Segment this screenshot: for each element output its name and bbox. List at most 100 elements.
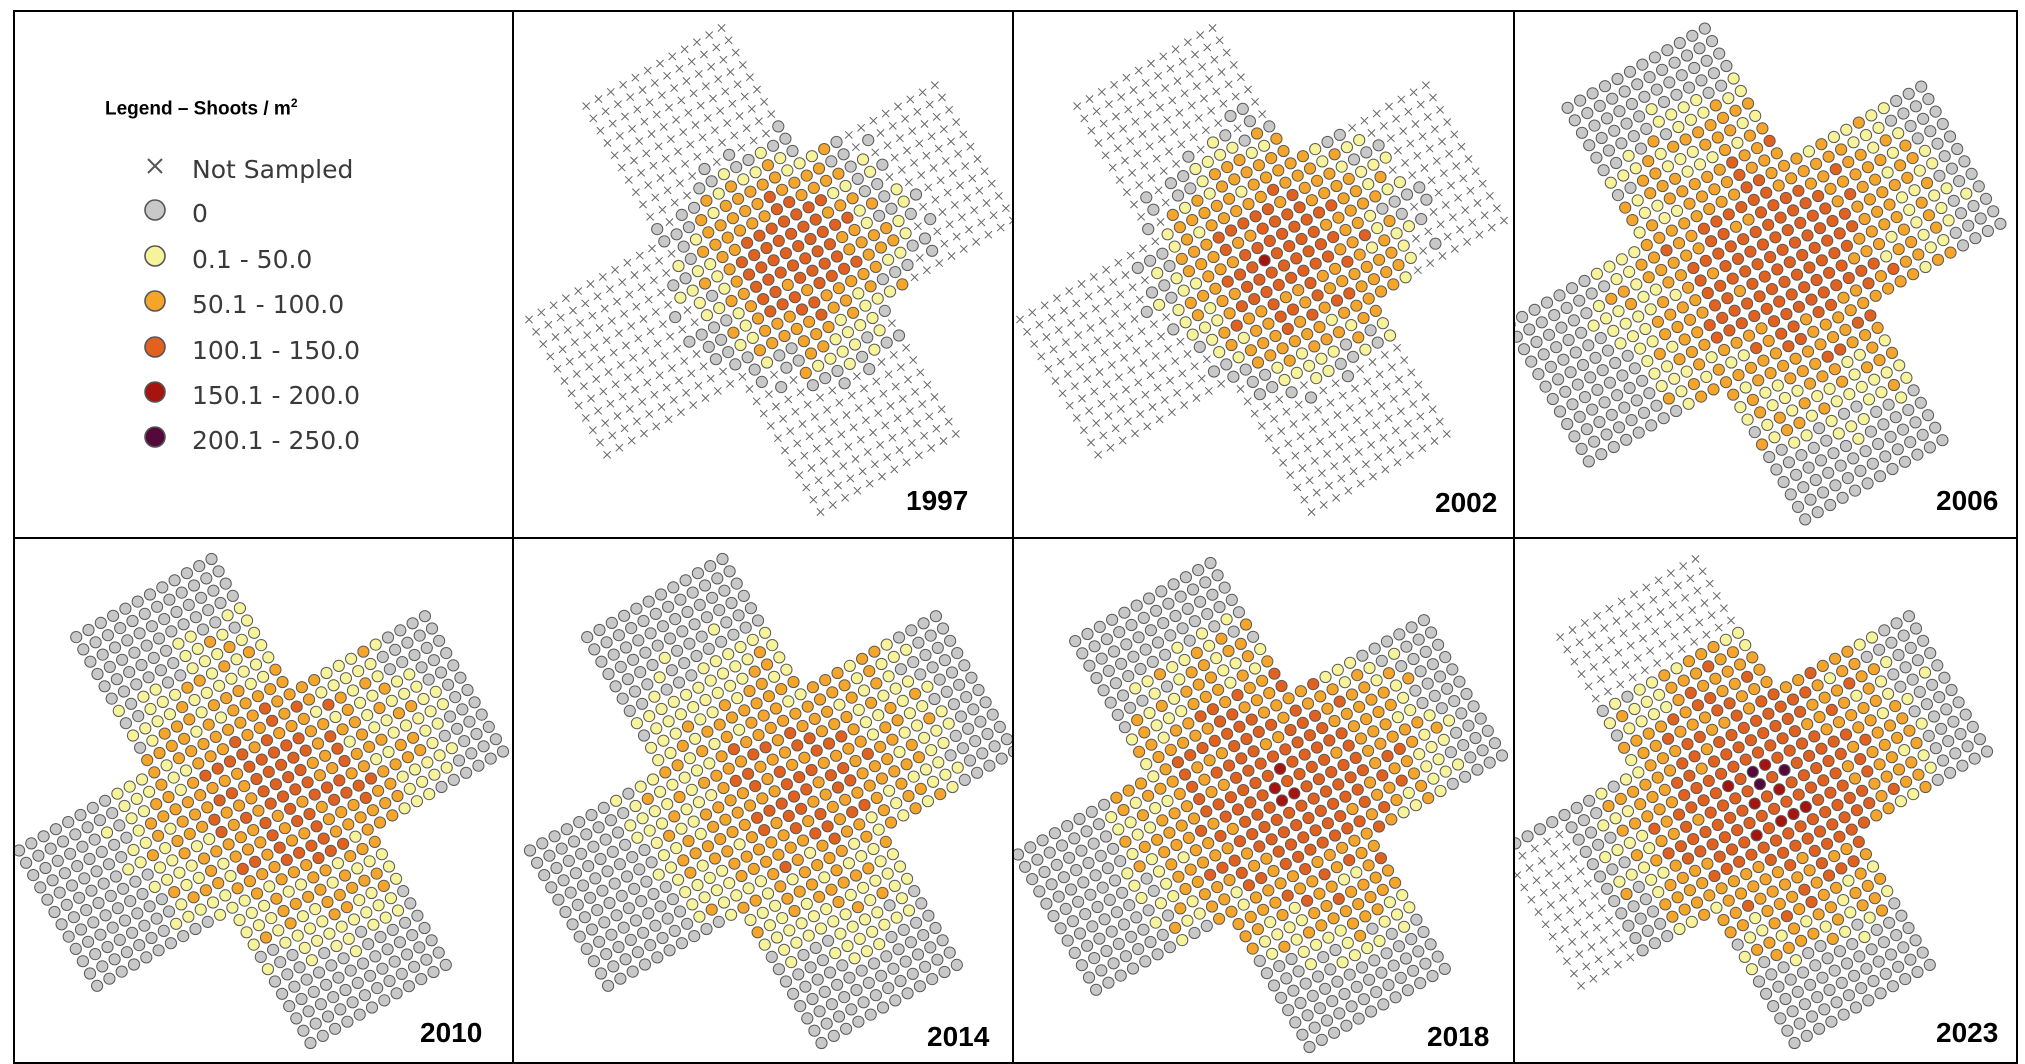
not-sampled-marker: [1303, 444, 1312, 453]
quadrat-point: [1167, 323, 1180, 336]
quadrat-point: [841, 326, 854, 339]
legend-item: 0.1 - 50.0: [140, 241, 312, 277]
quadrat-point: [1337, 758, 1350, 772]
quadrat-point: [1296, 150, 1309, 163]
quadrat-point: [1081, 627, 1094, 641]
quadrat-point: [1677, 101, 1690, 114]
quadrat-point: [1300, 780, 1313, 793]
quadrat-point: [797, 335, 810, 348]
quadrat-point: [1289, 704, 1302, 717]
quadrat-point: [1842, 155, 1855, 169]
not-sampled-marker: [1140, 161, 1149, 170]
quadrat-point: [580, 828, 593, 841]
quadrat-point: [693, 910, 706, 923]
quadrat-point: [1206, 703, 1219, 716]
quadrat-point: [730, 161, 743, 174]
not-sampled-marker: [1126, 251, 1135, 260]
quadrat-point: [204, 750, 217, 763]
quadrat-point: [1237, 217, 1250, 230]
quadrat-point: [465, 747, 478, 760]
quadrat-point: [1823, 382, 1836, 395]
quadrat-point: [358, 989, 371, 1002]
quadrat-point: [1174, 590, 1187, 603]
quadrat-point: [700, 611, 713, 624]
quadrat-point: [1705, 235, 1718, 248]
quadrat-point: [1847, 740, 1860, 753]
quadrat-point: [1327, 345, 1340, 358]
quadrat-point: [1812, 189, 1825, 203]
quadrat-point: [1851, 200, 1864, 213]
not-sampled-marker: [1133, 149, 1142, 158]
not-sampled-marker: [1423, 112, 1432, 121]
not-sampled-marker: [601, 107, 610, 116]
quadrat-point: [1186, 583, 1200, 596]
quadrat-point: [102, 858, 116, 871]
quadrat-point: [813, 890, 826, 903]
quadrat-point: [1736, 804, 1749, 817]
not-sampled-marker: [1367, 440, 1376, 449]
quadrat-point: [1916, 428, 1929, 441]
not-sampled-marker: [861, 416, 870, 425]
quadrat-point: [1241, 650, 1254, 663]
not-sampled-marker: [590, 343, 599, 352]
quadrat-point: [912, 636, 925, 649]
not-sampled-marker: [1119, 124, 1128, 133]
not-sampled-marker: [604, 368, 613, 376]
quadrat-point: [1275, 679, 1288, 693]
quadrat-point: [1306, 989, 1319, 1002]
quadrat-point: [734, 755, 748, 768]
quadrat-point: [895, 892, 908, 905]
quadrat-point: [1746, 651, 1759, 664]
quadrat-point: [1226, 708, 1239, 721]
quadrat-point: [130, 678, 143, 691]
quadrat-point: [668, 924, 681, 937]
quadrat-point: [1819, 318, 1832, 331]
quadrat-point: [1741, 297, 1754, 310]
quadrat-point: [751, 312, 765, 325]
quadrat-point: [914, 782, 927, 795]
quadrat-point: [1843, 677, 1856, 690]
not-sampled-marker: [1109, 278, 1118, 287]
quadrat-point: [639, 646, 652, 659]
quadrat-point: [718, 282, 731, 295]
quadrat-point: [25, 837, 38, 850]
not-sampled-marker: [675, 376, 683, 385]
quadrat-point: [672, 259, 685, 273]
quadrat-point: [1777, 846, 1790, 859]
quadrat-point: [1715, 79, 1728, 92]
quadrat-point: [1902, 87, 1915, 100]
quadrat-point: [1917, 112, 1930, 125]
not-sampled-marker: [963, 193, 972, 202]
quadrat-point: [1845, 709, 1858, 722]
quadrat-point: [1834, 459, 1847, 472]
quadrat-point: [1379, 718, 1392, 731]
quadrat-point: [1036, 834, 1049, 847]
quadrat-point: [1140, 872, 1153, 885]
not-sampled-marker: [1445, 149, 1454, 158]
quadrat-point: [1683, 884, 1696, 897]
quadrat-point: [1165, 858, 1178, 871]
quadrat-point: [863, 779, 876, 792]
not-sampled-marker: [1683, 625, 1691, 634]
quadrat-point: [1884, 114, 1898, 127]
not-sampled-marker: [680, 357, 689, 366]
quadrat-point: [1758, 956, 1771, 969]
quadrat-point: [943, 946, 956, 959]
quadrat-point: [818, 143, 831, 156]
quadrat-point: [1397, 806, 1410, 819]
quadrat-point: [156, 695, 169, 708]
quadrat-point: [1760, 302, 1773, 315]
quadrat-point: [1429, 237, 1442, 250]
quadrat-point: [799, 366, 812, 379]
quadrat-point: [1523, 323, 1536, 336]
quadrat-point: [1749, 109, 1762, 123]
not-sampled-marker: [1369, 472, 1377, 481]
quadrat-point: [1604, 831, 1617, 844]
not-sampled-marker: [667, 364, 676, 373]
quadrat-point: [1381, 183, 1394, 196]
not-sampled-marker: [893, 414, 902, 423]
quadrat-point: [1966, 720, 1979, 733]
not-sampled-marker: [1426, 259, 1435, 268]
quadrat-point: [842, 857, 855, 870]
quadrat-point: [245, 906, 258, 919]
